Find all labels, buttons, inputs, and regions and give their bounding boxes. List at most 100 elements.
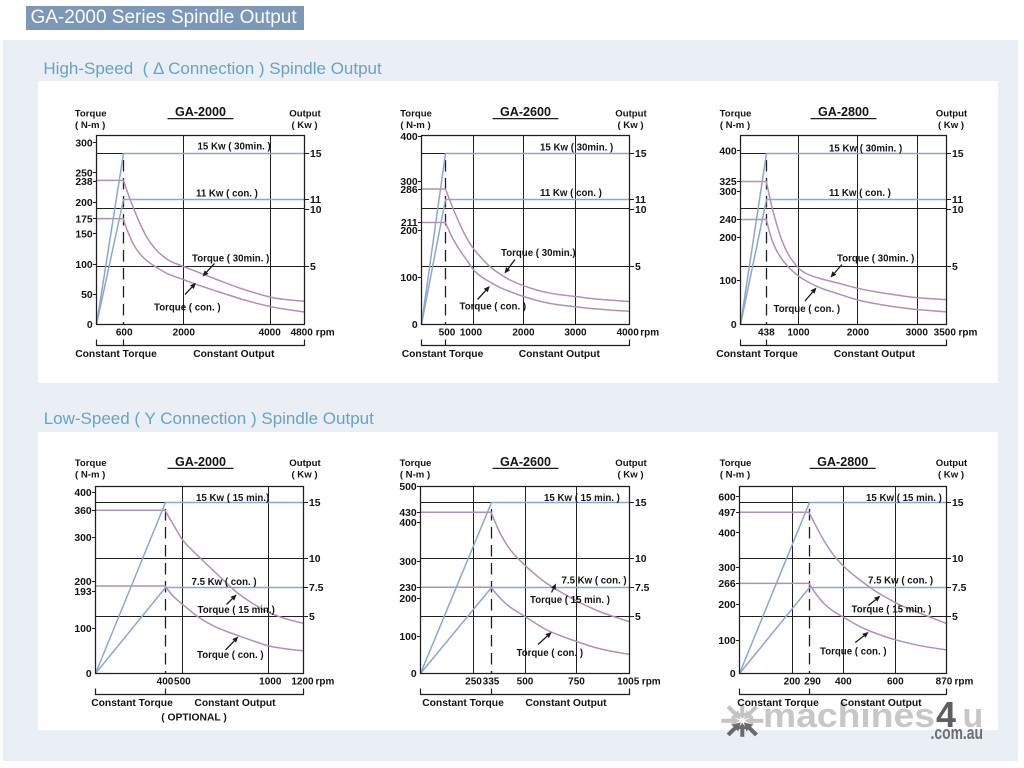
svg-text:1005: 1005 — [617, 677, 640, 688]
svg-text:400: 400 — [718, 528, 736, 539]
svg-text:15 Kw ( 30min. ): 15 Kw ( 30min. ) — [198, 142, 271, 153]
svg-text:Output: Output — [289, 108, 321, 119]
svg-text:Torque: Torque — [400, 458, 432, 469]
svg-text:3000: 3000 — [564, 327, 587, 338]
svg-text:rpm: rpm — [640, 327, 659, 338]
svg-text:7.5 Kw ( con. ): 7.5 Kw ( con. ) — [868, 575, 933, 586]
svg-text:500: 500 — [439, 327, 456, 338]
svg-text:400: 400 — [74, 488, 92, 499]
svg-text:Torque ( 30min. ): Torque ( 30min. ) — [837, 254, 914, 265]
svg-text:5: 5 — [635, 612, 641, 623]
svg-text:300: 300 — [399, 557, 417, 568]
svg-text:rpm: rpm — [959, 327, 978, 338]
svg-text:Torque ( con. ): Torque ( con. ) — [820, 647, 887, 658]
svg-text:15 Kw ( 15 min. ): 15 Kw ( 15 min. ) — [866, 493, 942, 504]
svg-text:Constant Output: Constant Output — [834, 349, 916, 360]
svg-text:( Kw ): ( Kw ) — [617, 120, 643, 131]
svg-text:0: 0 — [412, 320, 418, 331]
svg-text:7.5: 7.5 — [635, 583, 650, 594]
svg-text:Constant Output: Constant Output — [194, 698, 276, 709]
svg-text:Constant Torque: Constant Torque — [402, 349, 484, 360]
svg-text:11: 11 — [310, 195, 321, 206]
svg-text:3500: 3500 — [934, 327, 957, 338]
svg-text:325: 325 — [719, 177, 737, 188]
svg-text:( N-m ): ( N-m ) — [400, 120, 430, 131]
svg-text:300: 300 — [75, 139, 93, 150]
svg-text:211: 211 — [401, 218, 418, 229]
svg-text:200: 200 — [718, 600, 736, 611]
svg-text:300: 300 — [719, 187, 737, 198]
svg-text:( N-m ): ( N-m ) — [720, 120, 750, 131]
svg-text:15: 15 — [635, 498, 647, 509]
svg-text:100: 100 — [399, 632, 417, 643]
svg-text:335: 335 — [483, 677, 500, 688]
svg-text:11: 11 — [635, 195, 646, 206]
svg-text:Torque ( 15 min.): Torque ( 15 min.) — [198, 605, 275, 616]
svg-text:200: 200 — [75, 198, 93, 209]
svg-text:200: 200 — [399, 594, 417, 605]
svg-text:Constant Torque: Constant Torque — [716, 349, 798, 360]
svg-text:Torque: Torque — [720, 458, 752, 469]
svg-text:Torque ( con. ): Torque ( con. ) — [774, 304, 841, 315]
svg-text:430: 430 — [399, 508, 417, 519]
svg-text:400: 400 — [719, 146, 737, 157]
svg-text:Torque ( con. ): Torque ( con. ) — [517, 648, 584, 659]
svg-text:2000: 2000 — [173, 327, 196, 338]
svg-text:0: 0 — [411, 669, 417, 680]
svg-text:Constant Torque: Constant Torque — [422, 698, 504, 709]
svg-text:Torque: Torque — [75, 108, 107, 119]
svg-text:7.5 Kw ( con. ): 7.5 Kw ( con. ) — [562, 575, 627, 586]
svg-text:50: 50 — [81, 290, 93, 301]
svg-text:0: 0 — [86, 669, 92, 680]
svg-text:0: 0 — [730, 669, 736, 680]
svg-text:1000: 1000 — [259, 677, 282, 688]
svg-text:238: 238 — [75, 177, 93, 188]
svg-text:Output: Output — [615, 458, 647, 469]
svg-text:100: 100 — [75, 260, 93, 271]
svg-text:Torque: Torque — [400, 108, 432, 119]
svg-text:15: 15 — [635, 149, 647, 160]
svg-text:400: 400 — [400, 132, 418, 143]
svg-text:266: 266 — [718, 579, 736, 590]
svg-text:500: 500 — [399, 482, 417, 493]
svg-text:5: 5 — [635, 262, 641, 273]
svg-text:600: 600 — [887, 677, 904, 688]
svg-text:1000: 1000 — [787, 327, 810, 338]
svg-text:( Kw ): ( Kw ) — [938, 470, 964, 481]
svg-text:11 Kw ( con. ): 11 Kw ( con. ) — [540, 188, 602, 199]
svg-text:u: u — [963, 697, 984, 735]
svg-text:( N-m ): ( N-m ) — [720, 470, 750, 481]
svg-text:200: 200 — [784, 677, 801, 688]
svg-text:1200: 1200 — [291, 677, 314, 688]
svg-text:200: 200 — [74, 577, 92, 588]
svg-text:4000: 4000 — [259, 327, 282, 338]
svg-text:200: 200 — [719, 233, 737, 244]
svg-text:Torque ( con. ): Torque ( con. ) — [460, 302, 527, 313]
svg-text:Torque: Torque — [720, 108, 752, 119]
svg-text:100: 100 — [718, 636, 736, 647]
svg-text:( N-m ): ( N-m ) — [75, 470, 105, 481]
svg-text:870: 870 — [936, 677, 953, 688]
svg-text:10: 10 — [952, 554, 964, 565]
svg-text:250: 250 — [465, 677, 482, 688]
svg-text:10: 10 — [310, 205, 322, 216]
svg-text:GA-2800: GA-2800 — [818, 105, 869, 119]
svg-text:Torque ( 30min.): Torque ( 30min.) — [501, 248, 576, 259]
svg-text:rpm: rpm — [316, 327, 335, 338]
svg-text:GA-2000: GA-2000 — [175, 455, 226, 469]
svg-text:rpm: rpm — [955, 677, 974, 688]
svg-text:4000: 4000 — [617, 327, 640, 338]
svg-text:175: 175 — [75, 214, 93, 225]
svg-text:300: 300 — [74, 533, 92, 544]
svg-text:200: 200 — [400, 226, 418, 237]
svg-text:2000: 2000 — [512, 327, 535, 338]
svg-text:Constant Torque: Constant Torque — [737, 698, 819, 709]
svg-text:rpm: rpm — [316, 677, 335, 688]
svg-text:300: 300 — [718, 563, 736, 574]
svg-text:Torque: Torque — [75, 458, 107, 469]
svg-text:.com.au: .com.au — [931, 723, 984, 743]
svg-text:10: 10 — [635, 205, 647, 216]
svg-text:Constant Torque: Constant Torque — [75, 349, 157, 360]
svg-text:15 Kw ( 15 min. ): 15 Kw ( 15 min. ) — [544, 493, 620, 504]
svg-text:11 Kw ( con. ): 11 Kw ( con. ) — [829, 188, 891, 199]
